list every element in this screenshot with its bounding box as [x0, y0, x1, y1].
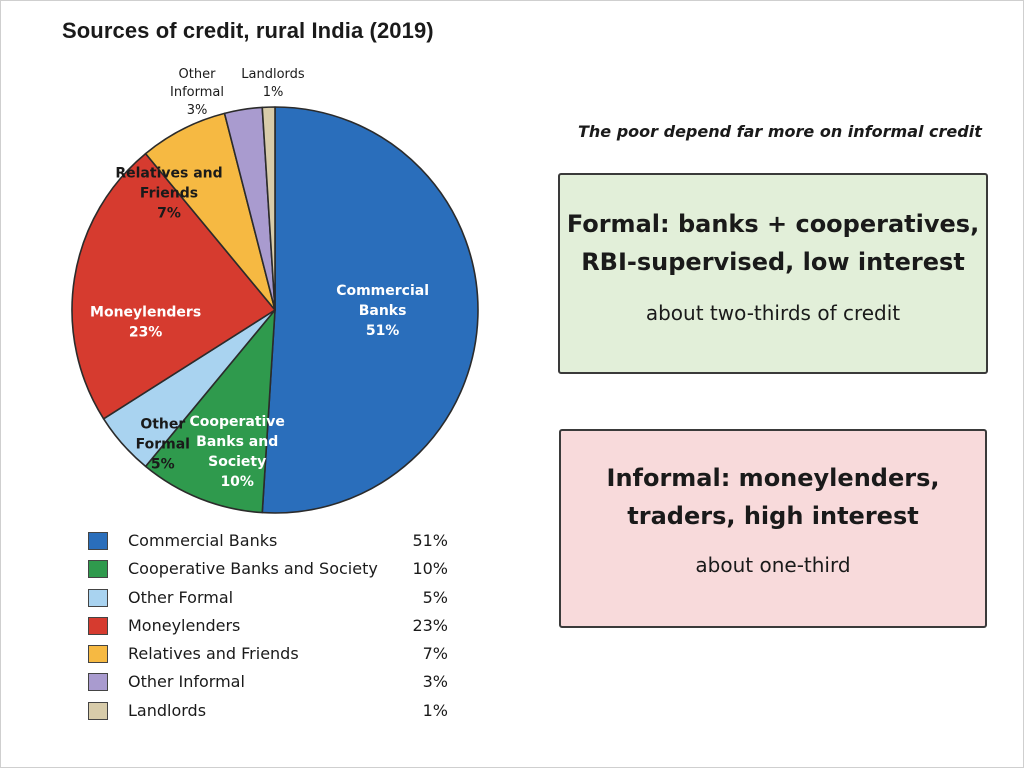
legend-value: 7%	[422, 644, 448, 664]
pie-label-other-formal: Other Formal 5%	[136, 417, 190, 473]
pie-label-line: Cooperative	[189, 414, 285, 430]
informal-credit-heading-line2: traders, high interest	[627, 502, 919, 530]
legend-swatch	[88, 673, 108, 692]
legend-label: Relatives and Friends	[128, 644, 299, 664]
pie-label-other-informal: Other Informal 3%	[170, 67, 224, 118]
pie-slice-cooperative-banks	[144, 309, 276, 514]
pie-label-line: Banks and	[196, 434, 278, 450]
legend-value: 10%	[412, 559, 448, 579]
legend-label: Other Informal	[128, 672, 245, 692]
pie-label-line: 1%	[263, 85, 284, 100]
pie-label-line: 3%	[187, 103, 208, 118]
legend-swatch	[88, 588, 108, 607]
pie-label-line: Other	[140, 417, 185, 433]
formal-credit-heading: Formal: banks + cooperatives, RBI-superv…	[560, 205, 986, 281]
pie-label-line: 10%	[220, 474, 254, 490]
informal-credit-box: Informal: moneylenders, traders, high in…	[559, 429, 987, 628]
pie-label-relatives-friends: Relatives and Friends 7%	[115, 165, 222, 221]
pie-label-moneylenders: Moneylenders 23%	[90, 304, 201, 340]
legend-item-cooperative-banks: Cooperative Banks and Society 10%	[88, 556, 448, 584]
legend-item-relatives-friends: Relatives and Friends 7%	[88, 641, 448, 669]
legend-item-commercial-banks: Commercial Banks 51%	[88, 528, 448, 556]
legend-label: Other Formal	[128, 587, 234, 607]
pie-label-line: 23%	[129, 324, 163, 340]
legend-swatch	[88, 645, 108, 664]
pie-label-cooperative-banks: Cooperative Banks and Society 10%	[189, 414, 285, 490]
legend-label: Landlords	[128, 700, 207, 720]
pie-label-line: 5%	[151, 457, 175, 473]
legend-item-landlords: Landlords 1%	[88, 698, 448, 726]
legend-item-other-informal: Other Informal 3%	[88, 669, 448, 697]
annotation-subtitle: The poor depend far more on informal cre…	[578, 122, 982, 141]
legend-value: 51%	[412, 531, 448, 550]
pie-label-line: Banks	[359, 303, 407, 319]
formal-credit-heading-line1: Formal: banks + cooperatives,	[566, 210, 980, 238]
informal-credit-heading-line1: Informal: moneylenders,	[606, 464, 940, 492]
pie-slice-commercial-banks	[261, 106, 479, 514]
legend-label: Moneylenders	[128, 615, 241, 635]
legend-item-moneylenders: Moneylenders 23%	[88, 613, 448, 641]
pie-label-line: 51%	[366, 323, 400, 339]
legend-value: 1%	[422, 700, 448, 720]
pie-label-line: Formal	[136, 437, 190, 453]
legend-value: 5%	[422, 587, 448, 607]
chart-title: Sources of credit, rural India (2019)	[62, 18, 434, 43]
formal-credit-heading-line2: RBI-supervised, low interest	[581, 248, 965, 276]
formal-credit-box: Formal: banks + cooperatives, RBI-superv…	[558, 173, 988, 374]
pie-label-line: Moneylenders	[90, 304, 201, 320]
pie-label-line: 7%	[157, 205, 181, 221]
legend-swatch	[88, 701, 108, 720]
pie-label-line: Relatives and	[115, 165, 222, 181]
pie-label-commercial-banks: Commercial Banks 51%	[336, 283, 429, 339]
legend-value: 23%	[412, 615, 448, 635]
pie-label-line: Landlords	[241, 67, 305, 82]
pie-label-line: Friends	[140, 185, 198, 201]
pie-label-line: Informal	[170, 85, 224, 100]
legend-swatch	[88, 532, 108, 550]
legend-label: Cooperative Banks and Society	[128, 559, 378, 579]
legend: Commercial Banks 51% Cooperative Banks and…	[88, 528, 448, 726]
formal-credit-share: about two-thirds of credit	[645, 301, 901, 325]
legend-value: 3%	[422, 672, 448, 692]
legend-item-other-formal: Other Formal 5%	[88, 585, 448, 613]
informal-credit-heading: Informal: moneylenders, traders, high in…	[561, 459, 985, 535]
pie-label-landlords: Landlords 1%	[241, 67, 305, 100]
pie-slice-landlords	[261, 106, 276, 311]
pie-label-line: Society	[208, 454, 266, 470]
pie-slice-moneylenders	[71, 152, 276, 420]
informal-credit-share: about one-third	[695, 553, 851, 577]
pie-label-line: Commercial	[336, 283, 429, 299]
legend-swatch	[88, 560, 108, 579]
legend-label: Commercial Banks	[128, 531, 278, 550]
pie-label-line: Other	[179, 67, 217, 82]
legend-swatch	[88, 616, 108, 635]
